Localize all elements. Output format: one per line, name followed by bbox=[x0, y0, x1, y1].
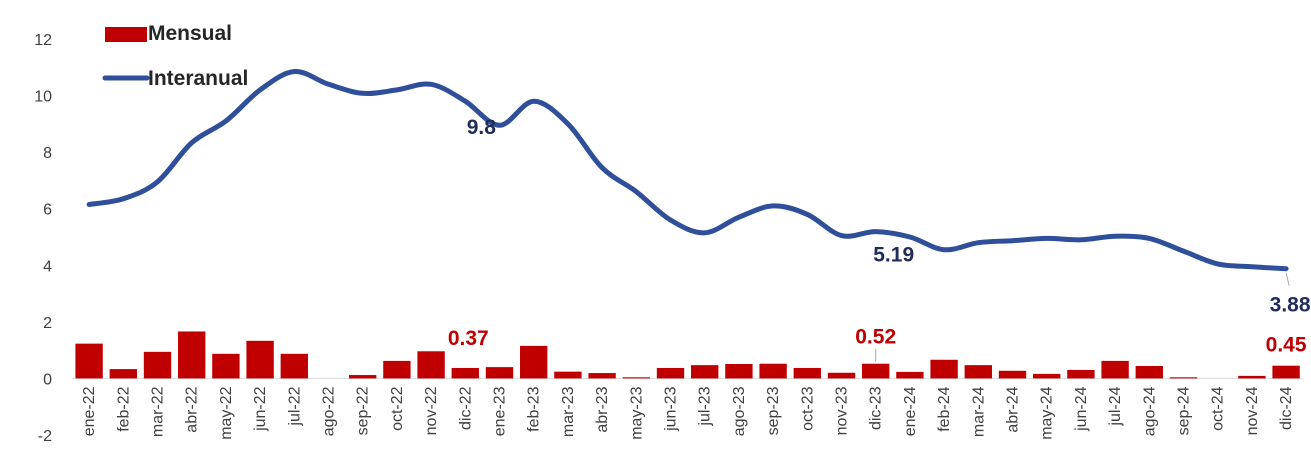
x-tick-label: mar-22 bbox=[150, 386, 167, 437]
bar-nov-22 bbox=[417, 351, 445, 379]
x-tick-label: ago-24 bbox=[1141, 386, 1158, 436]
bar-jun-23 bbox=[656, 367, 685, 379]
bar-mar-22 bbox=[143, 351, 172, 379]
y-tick-label: 8 bbox=[43, 145, 52, 162]
x-tick-label: abr-23 bbox=[594, 386, 611, 432]
legend: Mensual Interanual bbox=[102, 22, 248, 90]
bar-dic-23 bbox=[862, 363, 890, 379]
bar-ago-23 bbox=[725, 364, 753, 379]
y-tick-label: 4 bbox=[43, 258, 52, 275]
x-tick-label: jul-24 bbox=[1107, 386, 1124, 426]
x-tick-label: dic-23 bbox=[868, 386, 885, 430]
mensual-bars bbox=[75, 331, 1300, 379]
bar-dic-22 bbox=[451, 367, 479, 379]
bar-ene-22 bbox=[75, 343, 103, 379]
bar-jul-24 bbox=[1101, 360, 1129, 379]
data-label: 9.8 bbox=[467, 116, 497, 139]
legend-interanual-label: Interanual bbox=[148, 67, 248, 90]
y-tick-label: 6 bbox=[43, 202, 52, 219]
y-tick-label: 10 bbox=[34, 89, 52, 106]
bar-abr-22 bbox=[178, 331, 206, 379]
x-tick-label: ene-23 bbox=[492, 386, 509, 436]
x-tick-label: nov-22 bbox=[423, 386, 440, 435]
x-tick-label: may-24 bbox=[1039, 386, 1056, 439]
x-tick-label: sep-22 bbox=[355, 386, 372, 435]
data-label: 0.45 bbox=[1266, 334, 1307, 357]
annotations: 9.8 5.19 3.88 0.37 0.52 0.45 bbox=[448, 116, 1311, 356]
bar-mar-24 bbox=[964, 365, 992, 379]
bar-sep-23 bbox=[759, 363, 787, 379]
data-label: 5.19 bbox=[873, 244, 914, 267]
bar-sep-24 bbox=[1169, 377, 1198, 379]
bar-ene-23 bbox=[485, 367, 514, 379]
x-tick-label: jun-24 bbox=[1073, 386, 1090, 432]
bar-oct-22 bbox=[383, 360, 411, 379]
x-tick-label: ago-22 bbox=[321, 386, 338, 436]
bar-may-24 bbox=[1033, 373, 1061, 379]
bar-nov-24 bbox=[1238, 375, 1266, 379]
bar-may-22 bbox=[212, 353, 240, 379]
bar-ene-24 bbox=[896, 371, 924, 379]
bar-abr-24 bbox=[998, 370, 1027, 379]
x-tick-label: abr-24 bbox=[1005, 386, 1022, 432]
bar-jul-23 bbox=[691, 365, 719, 379]
x-tick-label: feb-24 bbox=[936, 386, 953, 431]
bar-may-23 bbox=[622, 377, 650, 379]
x-tick-label: dic-24 bbox=[1278, 386, 1295, 430]
bar-oct-23 bbox=[793, 367, 821, 379]
x-tick-label: may-23 bbox=[628, 386, 645, 439]
x-tick-label: mar-23 bbox=[560, 386, 577, 437]
legend-mensual-label: Mensual bbox=[148, 22, 232, 45]
annotation-leader bbox=[1285, 272, 1290, 286]
y-axis: -2 0 2 4 6 8 10 12 bbox=[34, 32, 52, 445]
bar-feb-23 bbox=[520, 345, 548, 379]
legend-mensual-swatch bbox=[105, 27, 147, 42]
y-tick-label: 2 bbox=[43, 315, 52, 332]
x-tick-label: jul-23 bbox=[697, 386, 714, 426]
x-tick-label: oct-24 bbox=[1210, 386, 1227, 431]
x-tick-label: sep-24 bbox=[1176, 386, 1193, 435]
x-tick-label: oct-22 bbox=[389, 386, 406, 431]
y-tick-label: 12 bbox=[34, 32, 52, 49]
bar-feb-24 bbox=[930, 359, 958, 379]
bar-sep-22 bbox=[349, 375, 377, 379]
x-tick-label: mar-24 bbox=[970, 386, 987, 437]
x-tick-label: ago-23 bbox=[731, 386, 748, 436]
bar-abr-23 bbox=[588, 373, 616, 379]
x-tick-label: may-22 bbox=[218, 386, 235, 439]
x-tick-label: feb-23 bbox=[526, 386, 543, 431]
data-label: 0.37 bbox=[448, 327, 489, 350]
bar-jun-24 bbox=[1067, 369, 1095, 379]
x-tick-label: nov-24 bbox=[1244, 386, 1261, 435]
bar-mar-23 bbox=[554, 371, 582, 379]
x-tick-label: oct-23 bbox=[799, 386, 816, 431]
interanual-line bbox=[86, 68, 1289, 272]
bar-jun-22 bbox=[246, 340, 274, 379]
bar-nov-23 bbox=[827, 372, 856, 379]
x-axis: ene-22 feb-22 mar-22 abr-22 may-22 jun-22 jul-… bbox=[81, 386, 1295, 439]
x-tick-label: nov-23 bbox=[834, 386, 851, 435]
y-tick-label: 0 bbox=[43, 371, 52, 388]
x-tick-label: abr-22 bbox=[184, 386, 201, 432]
bar-ago-24 bbox=[1135, 365, 1163, 379]
bar-jul-22 bbox=[280, 353, 308, 379]
x-tick-label: ene-24 bbox=[902, 386, 919, 436]
data-label: 0.52 bbox=[855, 326, 896, 349]
x-tick-label: jun-22 bbox=[252, 386, 269, 432]
x-tick-label: jun-23 bbox=[663, 386, 680, 432]
x-tick-label: ene-22 bbox=[81, 386, 98, 436]
data-label: 3.88 bbox=[1270, 294, 1311, 317]
bar-dic-24 bbox=[1272, 365, 1300, 379]
y-tick-label: -2 bbox=[38, 428, 52, 445]
x-tick-label: sep-23 bbox=[765, 386, 782, 435]
annotation-leader-lines bbox=[875, 272, 1290, 362]
bar-feb-22 bbox=[109, 369, 137, 379]
x-tick-label: jul-22 bbox=[286, 386, 303, 426]
x-tick-label: dic-22 bbox=[457, 386, 474, 430]
x-tick-label: feb-22 bbox=[115, 386, 132, 431]
